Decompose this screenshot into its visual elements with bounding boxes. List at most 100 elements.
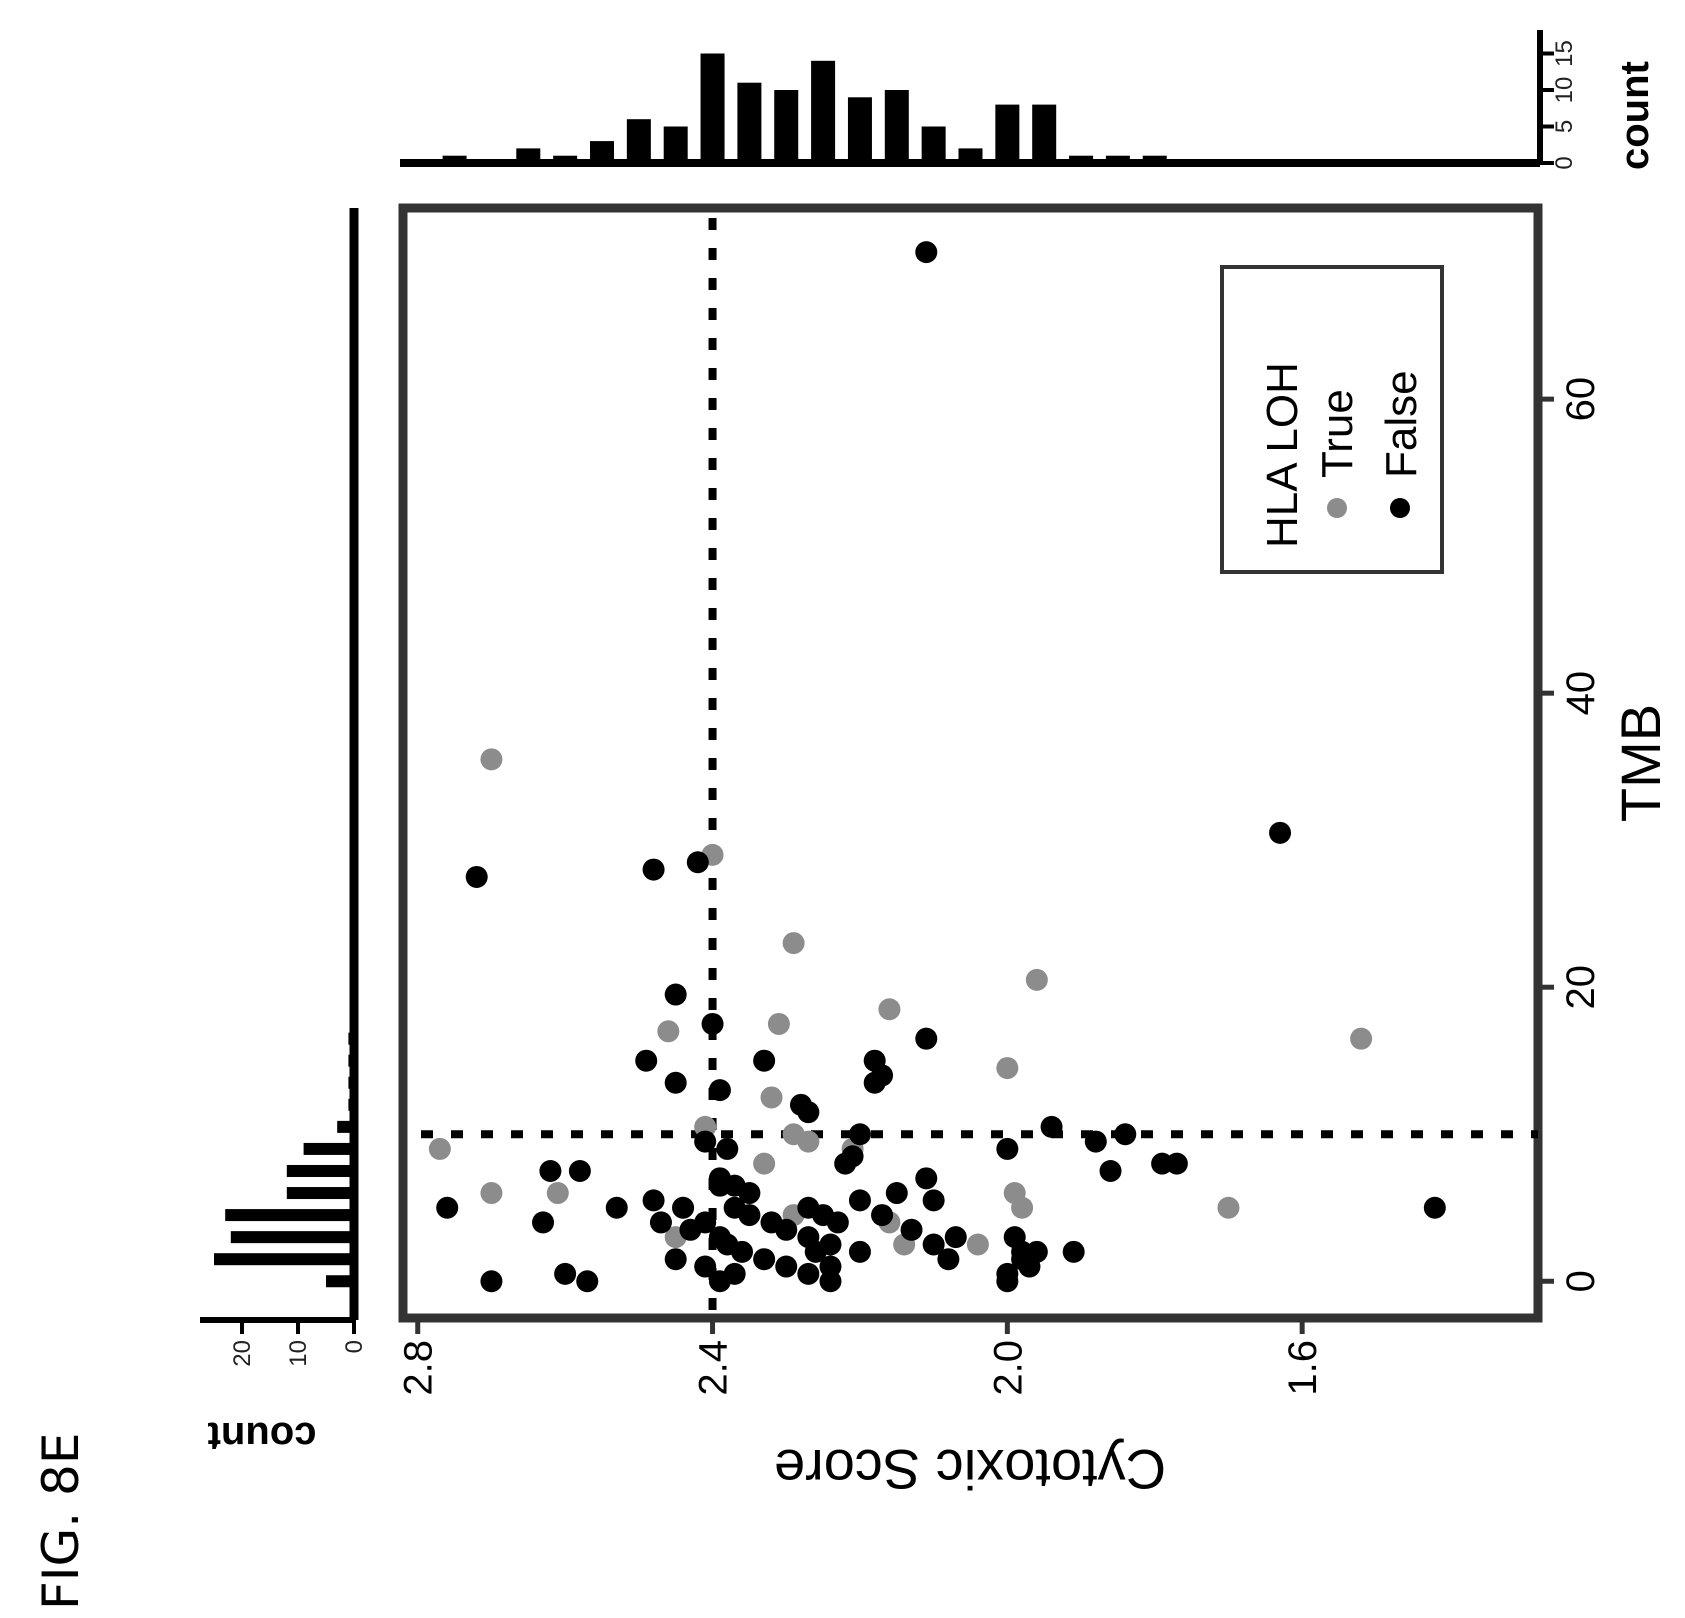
- point-false: [819, 1270, 842, 1293]
- tmb-histogram-tick-label: 10: [285, 1340, 312, 1367]
- score-histogram-tick-label: 10: [1551, 77, 1578, 104]
- legend-box: [1220, 265, 1444, 574]
- point-false: [465, 865, 488, 888]
- point-false: [694, 1255, 717, 1278]
- score-histogram-bar: [516, 148, 541, 163]
- point-false: [1423, 1196, 1446, 1219]
- point-false: [642, 1189, 665, 1212]
- score-histogram-tick-label: 5: [1551, 120, 1578, 133]
- point-false: [635, 1049, 658, 1072]
- tmb-histogram-bar: [230, 1231, 354, 1244]
- point-false: [738, 1204, 761, 1227]
- score-histogram-bar: [589, 141, 614, 163]
- score-histogram: 0 5 10 15 count: [400, 30, 1657, 170]
- score-histogram-bar: [884, 90, 909, 163]
- point-false: [1040, 1115, 1063, 1138]
- tmb-histogram-count-title: count: [208, 1414, 317, 1458]
- tmb-histogram-bar: [348, 1076, 354, 1089]
- score-histogram-tick-label: 15: [1551, 40, 1578, 67]
- score-histogram-bar: [442, 155, 467, 163]
- legend-marker-true: [1327, 498, 1347, 518]
- point-true: [767, 1012, 790, 1035]
- point-false: [642, 858, 665, 881]
- point-false: [944, 1226, 967, 1249]
- reference-lines: [421, 218, 1538, 1318]
- point-false: [532, 1211, 555, 1234]
- point-false: [1165, 1152, 1188, 1175]
- score-histogram-bar: [1069, 155, 1094, 163]
- point-false: [576, 1270, 599, 1293]
- point-false: [753, 1248, 776, 1271]
- tmb-histogram-bar: [337, 1120, 354, 1133]
- point-false: [848, 1240, 871, 1263]
- point-false: [649, 1211, 672, 1234]
- score-histogram-bar: [626, 119, 651, 163]
- point-false: [915, 1167, 938, 1190]
- tmb-histogram-bar: [326, 1275, 354, 1288]
- score-histogram-bar: [811, 60, 836, 163]
- score-histogram-bar: [958, 148, 983, 163]
- point-false: [915, 1027, 938, 1050]
- score-histogram-tick-label: 0: [1551, 156, 1578, 169]
- point-true: [1350, 1027, 1373, 1050]
- tmb-histogram-bars: [214, 1032, 354, 1288]
- point-false: [915, 241, 938, 264]
- score-histogram-ticks: 0 5 10 15: [1540, 40, 1578, 170]
- point-true: [878, 998, 901, 1021]
- point-true: [546, 1182, 569, 1205]
- score-tick-label: 2.4: [692, 1340, 736, 1396]
- point-false: [708, 1270, 731, 1293]
- point-false: [848, 1189, 871, 1212]
- point-false: [775, 1255, 798, 1278]
- score-histogram-bar: [995, 104, 1020, 163]
- tmb-tick-label: 0: [1559, 1270, 1603, 1292]
- x-axis-title: TMB: [1609, 704, 1672, 822]
- point-false: [664, 983, 687, 1006]
- tmb-histogram-ticks: 0 10 20: [229, 1320, 368, 1367]
- point-false: [900, 1218, 923, 1241]
- score-histogram-bar: [847, 97, 872, 163]
- point-false: [716, 1137, 739, 1160]
- score-histogram-bar: [1105, 155, 1130, 163]
- tmb-histogram-bar: [286, 1164, 354, 1177]
- point-false: [871, 1204, 894, 1227]
- point-false: [1114, 1123, 1137, 1146]
- score-histogram-bar: [663, 126, 688, 163]
- point-false: [996, 1270, 1019, 1293]
- score-histogram-bar: [921, 126, 946, 163]
- point-false: [863, 1071, 886, 1094]
- point-true: [996, 1057, 1019, 1080]
- score-histogram-bar: [1032, 104, 1057, 163]
- point-true: [782, 932, 805, 955]
- point-false: [679, 1218, 702, 1241]
- point-false: [701, 1012, 724, 1035]
- point-false: [686, 851, 709, 874]
- point-false: [664, 1248, 687, 1271]
- point-true: [1025, 968, 1048, 991]
- tmb-histogram-tick-label: 20: [229, 1340, 256, 1367]
- score-tick-label: 2.0: [986, 1340, 1030, 1396]
- point-true: [428, 1137, 451, 1160]
- point-false: [708, 1079, 731, 1102]
- point-false: [568, 1159, 591, 1182]
- point-true: [480, 748, 503, 771]
- point-false: [1062, 1240, 1085, 1263]
- point-false: [694, 1130, 717, 1153]
- point-false: [797, 1262, 820, 1285]
- point-false: [480, 1270, 503, 1293]
- point-true: [753, 1152, 776, 1175]
- point-false: [826, 1211, 849, 1234]
- point-false: [922, 1233, 945, 1256]
- score-histogram-count-title: count: [1613, 61, 1657, 170]
- tmb-tick-label: 20: [1559, 965, 1603, 1010]
- legend-label-false: False: [1377, 370, 1426, 478]
- score-histogram-bars: [442, 53, 1167, 163]
- tmb-histogram-bar: [214, 1253, 354, 1266]
- point-true: [760, 1086, 783, 1109]
- point-true: [657, 1020, 680, 1043]
- score-tick-label: 1.6: [1281, 1340, 1325, 1396]
- point-false: [605, 1196, 628, 1219]
- score-tick-label: 2.8: [397, 1340, 441, 1396]
- point-true: [966, 1233, 989, 1256]
